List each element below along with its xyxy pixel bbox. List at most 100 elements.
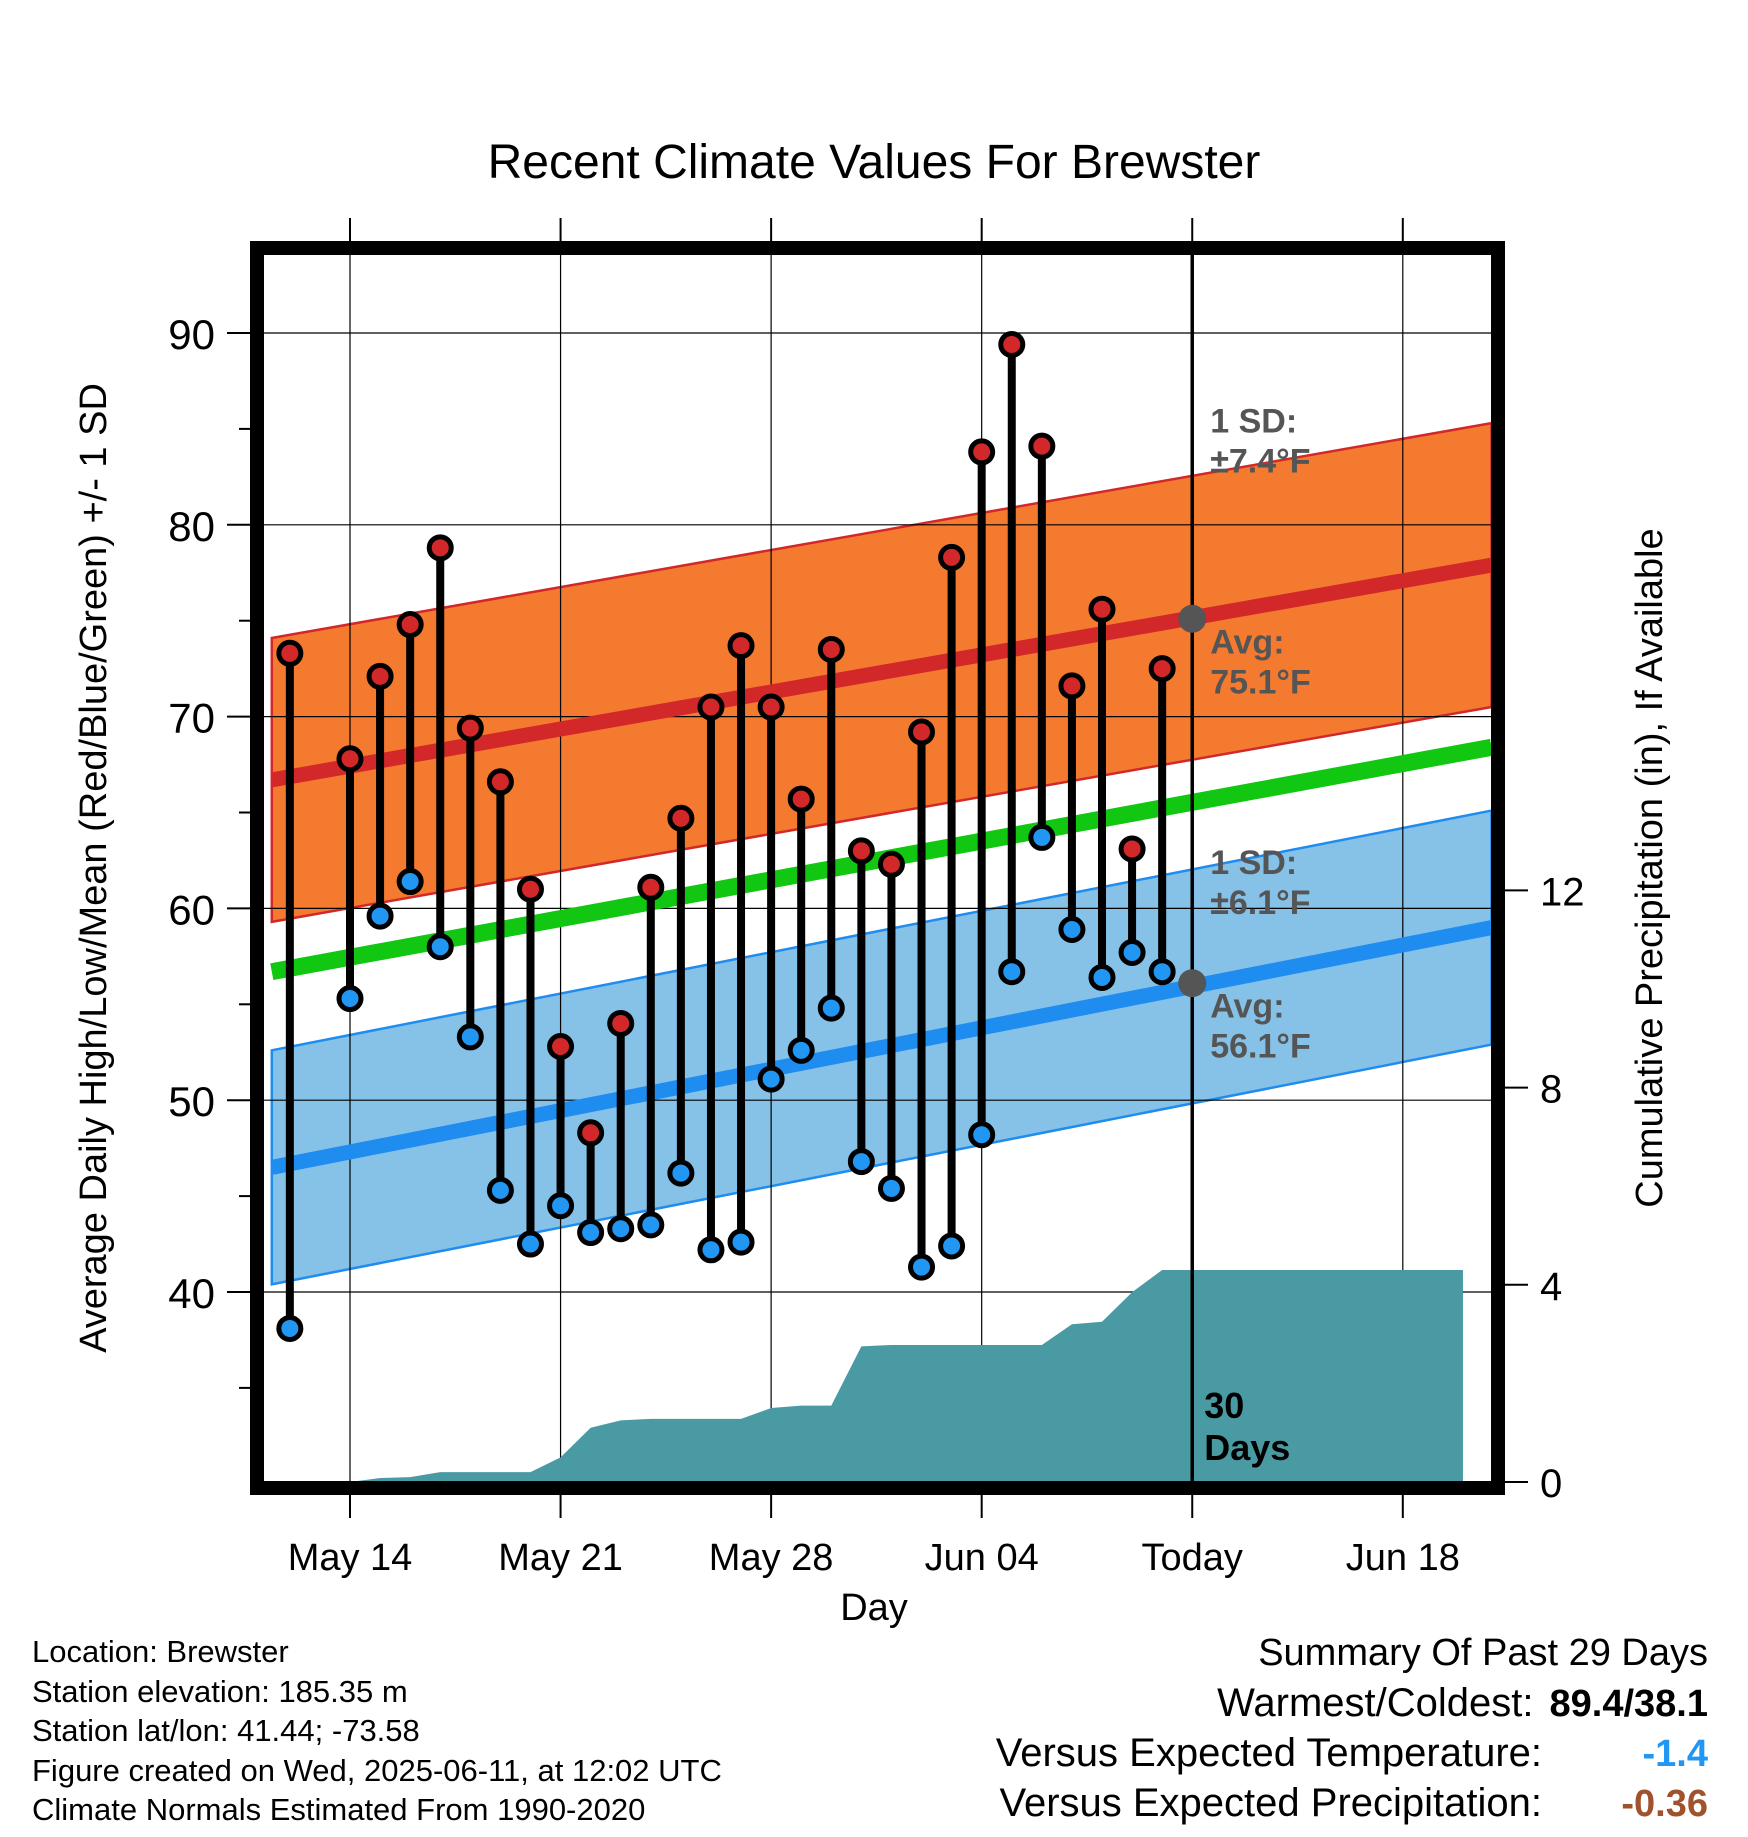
- station-info: Location: Brewster Station elevation: 18…: [32, 1632, 722, 1830]
- x-tick-label: Today: [1142, 1537, 1243, 1579]
- daily-low-point: [817, 994, 845, 1022]
- x-tick-label: May 14: [288, 1537, 413, 1579]
- climate-chart: Recent Climate Values For Brewster 1 SD:…: [73, 136, 1671, 1628]
- daily-high-point: [336, 745, 364, 773]
- days-label-text: Days: [1204, 1427, 1290, 1468]
- chart-title: Recent Climate Values For Brewster: [488, 136, 1261, 189]
- daily-high-point: [787, 785, 815, 813]
- y2-axis-label: Cumulative Precipitation (in), If Availa…: [1629, 528, 1671, 1207]
- daily-low-point: [908, 1253, 936, 1281]
- daily-low-point: [847, 1148, 875, 1176]
- daily-high-point: [486, 768, 514, 796]
- today-low-marker: [1178, 969, 1207, 998]
- y-tick-label: 50: [168, 1078, 215, 1125]
- daily-high-point: [366, 662, 394, 690]
- daily-low-point: [547, 1192, 575, 1220]
- daily-low-point: [516, 1230, 544, 1258]
- y2-tick-label: 0: [1540, 1462, 1562, 1506]
- daily-high-point: [547, 1032, 575, 1060]
- daily-low-point: [607, 1215, 635, 1243]
- daily-low-point: [637, 1211, 665, 1239]
- daily-low-point: [1148, 958, 1176, 986]
- annotation-value: 75.1°F: [1210, 663, 1311, 701]
- daily-low-point: [1028, 823, 1056, 851]
- daily-high-point: [1058, 672, 1086, 700]
- daily-low-point: [1088, 963, 1116, 991]
- daily-high-point: [667, 804, 695, 832]
- normals-text: Climate Normals Estimated From 1990-2020: [32, 1792, 646, 1827]
- today-high-marker: [1178, 604, 1207, 633]
- daily-high-point: [516, 875, 544, 903]
- x-tick-label: Jun 18: [1346, 1537, 1460, 1579]
- precip-departure-label: Versus Expected Precipitation:: [999, 1781, 1542, 1825]
- daily-low-point: [426, 933, 454, 961]
- daily-low-point: [697, 1236, 725, 1264]
- daily-low-point: [938, 1232, 966, 1260]
- daily-high-point: [847, 837, 875, 865]
- annotation-value: ±7.4°F: [1210, 443, 1310, 481]
- daily-high-point: [727, 632, 755, 660]
- daily-low-point: [396, 868, 424, 896]
- daily-low-point: [998, 958, 1026, 986]
- daily-high-point: [396, 611, 424, 639]
- location-text: Location: Brewster: [32, 1634, 289, 1669]
- annotation-label: 1 SD:: [1210, 844, 1297, 882]
- daily-low-point: [1058, 915, 1086, 943]
- daily-values: [276, 331, 1176, 1342]
- daily-high-point: [908, 718, 936, 746]
- daily-high-point: [1028, 432, 1056, 460]
- temp-departure-label: Versus Expected Temperature:: [995, 1731, 1542, 1775]
- daily-low-point: [577, 1219, 605, 1247]
- created-text: Figure created on Wed, 2025-06-11, at 12…: [32, 1752, 722, 1788]
- daily-high-point: [276, 639, 304, 667]
- precip-area: [350, 1270, 1463, 1482]
- x-tick-label: May 21: [498, 1537, 623, 1579]
- elevation-text: Station elevation: 185.35 m: [32, 1673, 408, 1709]
- x-tick-label: Jun 04: [925, 1537, 1039, 1579]
- daily-low-point: [486, 1176, 514, 1204]
- warmest-coldest-value: 89.4/38.1: [1549, 1683, 1708, 1725]
- daily-high-point: [426, 534, 454, 562]
- daily-high-point: [697, 693, 725, 721]
- daily-low-point: [276, 1314, 304, 1342]
- daily-low-point: [968, 1121, 996, 1149]
- daily-high-point: [456, 714, 484, 742]
- daily-high-point: [1118, 835, 1146, 863]
- temp-departure-value: -1.4: [1642, 1733, 1708, 1775]
- y-tick-label: 80: [168, 503, 215, 550]
- annotation-value: ±6.1°F: [1210, 884, 1310, 922]
- normal-high-line: [270, 557, 1492, 788]
- daily-low-point: [366, 902, 394, 930]
- daily-high-point: [607, 1009, 635, 1037]
- daily-low-point: [877, 1174, 905, 1202]
- summary-panel: Summary Of Past 29 Days Warmest/Coldest:…: [996, 1628, 1708, 1828]
- annotation-label: Avg:: [1210, 988, 1284, 1026]
- daily-high-point: [817, 635, 845, 663]
- y-tick-label: 40: [168, 1270, 215, 1317]
- daily-low-point: [787, 1036, 815, 1064]
- daily-high-point: [637, 873, 665, 901]
- y-tick-label: 90: [168, 311, 215, 358]
- daily-high-point: [577, 1119, 605, 1147]
- y-axis-label: Average Daily High/Low/Mean (Red/Blue/Gr…: [73, 383, 115, 1353]
- daily-low-point: [667, 1159, 695, 1187]
- daily-low-point: [456, 1023, 484, 1051]
- daily-high-point: [1088, 595, 1116, 623]
- daily-low-point: [727, 1228, 755, 1256]
- daily-high-point: [968, 438, 996, 466]
- daily-low-point: [757, 1065, 785, 1093]
- annotation-label: Avg:: [1210, 623, 1284, 661]
- daily-high-point: [938, 543, 966, 571]
- y2-tick-label: 4: [1540, 1265, 1562, 1309]
- plot-frame: [250, 241, 1505, 1495]
- daily-high-point: [757, 693, 785, 721]
- daily-low-point: [1118, 939, 1146, 967]
- daily-high-point: [877, 850, 905, 878]
- daily-low-point: [336, 985, 364, 1013]
- warmest-coldest-label: Warmest/Coldest:: [1217, 1681, 1534, 1725]
- axes: May 14 May 21 May 28 Jun 04 Today Jun 1840506…: [73, 218, 1671, 1628]
- x-tick-label: May 28: [709, 1537, 834, 1579]
- x-axis-label: Day: [840, 1587, 908, 1628]
